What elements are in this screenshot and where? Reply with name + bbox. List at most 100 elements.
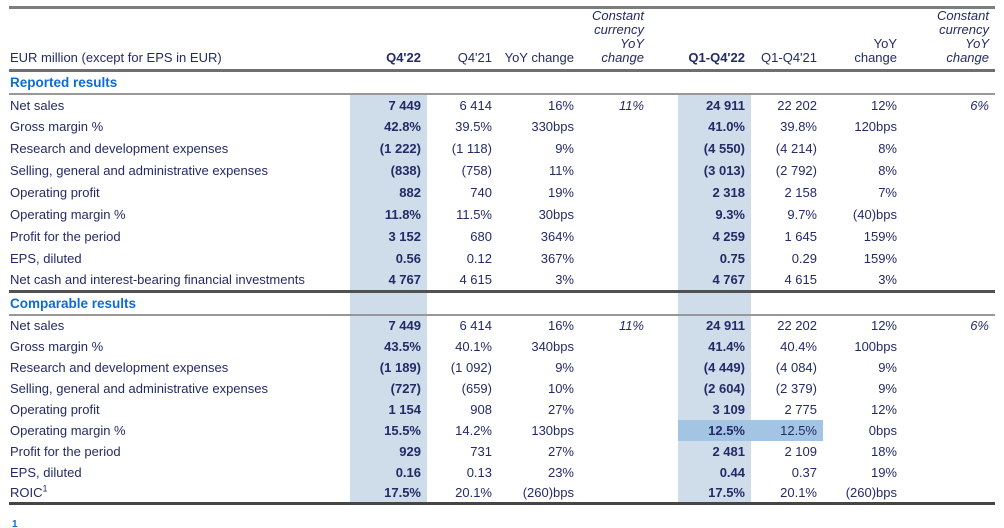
cell-cc-yoy-change-fy-spacer: [903, 70, 995, 95]
cell-q1-q4-22: (4 449): [678, 356, 751, 378]
row-label: EPS, diluted: [10, 464, 82, 480]
cell-yoy-change-spacer: [498, 291, 580, 316]
cell-gap: [650, 248, 678, 270]
section-header-row: Reported results: [9, 70, 995, 95]
cell-q4-22: 929: [350, 440, 427, 462]
cell-q1-q4-22: 2 318: [678, 181, 751, 204]
cell-q1-q4-22: 24 911: [678, 314, 751, 336]
cell-gap-spacer: [650, 70, 678, 95]
cell-cc-yoy-change-fy: 6%: [970, 97, 989, 113]
cell-q4-22: (1 189): [350, 356, 427, 378]
cell-yoy-change: 27%: [547, 443, 574, 459]
cell-q4-22: 3 152: [350, 225, 427, 248]
cell-q1-q4-21: (4 084): [775, 359, 817, 375]
cell-cc-yoy-change-fy: [903, 204, 995, 226]
row-label-cell: Gross margin %: [9, 116, 350, 138]
cell-cc-yoy-change: [580, 357, 650, 378]
cell-q4-22: 11.8%: [350, 203, 427, 226]
cell-q1-q4-22: 0.44: [678, 461, 751, 483]
cell-yoy-change: 364%: [540, 229, 574, 244]
cell-yoy-change-fy: (40)bps: [852, 207, 897, 222]
cell-yoy-change: 9%: [555, 359, 574, 375]
cell-gap: [650, 399, 678, 420]
cell-q4-22: 0.56: [350, 247, 427, 270]
cell-gap: [650, 160, 678, 182]
row-label-cell: Profit for the period: [9, 441, 350, 462]
cell-q1-q4-22: 3 109: [678, 398, 751, 420]
cell-q4-21: (758): [461, 163, 492, 178]
cell-q1-q4-21: 39.8%: [780, 119, 817, 134]
cell-cc-yoy-change: 11%: [618, 97, 644, 113]
cell-q1-q4-21: 4 615: [751, 269, 823, 293]
row-label: Net sales: [10, 318, 65, 333]
cell-cc-yoy-change: [580, 138, 650, 160]
table-row: ROIC1 17.5% 20.1% (260)bps 17.5% 20.1% (260)bp…: [9, 482, 995, 505]
row-label: Selling, general and administrative expe…: [10, 380, 268, 396]
cell-yoy-change-fy: 8%: [878, 141, 897, 156]
cell-gap: [650, 116, 678, 138]
table-row: Selling, general and administrative expe…: [9, 377, 995, 399]
cell-cc-yoy-change-fy: [903, 441, 995, 462]
cell-yoy-change-fy: 12%: [870, 97, 897, 113]
cell-q4-21: 4 615: [427, 269, 498, 293]
financial-results-table: EUR million (except for EPS in EUR) Q4'2…: [9, 9, 995, 505]
cell-yoy-change: 16%: [547, 318, 574, 333]
cell-yoy-change-fy: 12%: [870, 401, 897, 417]
cell-yoy-change-fy: 100bps: [854, 338, 897, 354]
table-header-row: EUR million (except for EPS in EUR) Q4'2…: [9, 9, 995, 72]
cell-yoy-change: 330bps: [531, 119, 574, 134]
row-label: Operating profit: [10, 401, 100, 417]
cell-yoy-change-spacer: [498, 70, 580, 95]
cell-q4-22: 43.5%: [350, 335, 427, 357]
row-label-cell: Selling, general and administrative expe…: [9, 160, 350, 182]
row-label-cell: Net sales: [9, 315, 350, 336]
cell-cc-yoy-change-fy: [903, 462, 995, 483]
cell-yoy-change: 11%: [548, 163, 574, 178]
cell-cc-yoy-change-fy: [903, 269, 995, 293]
header-q4-21: Q4'21: [427, 9, 498, 72]
cell-yoy-change: 3%: [498, 269, 580, 293]
cell-q4-21: 731: [470, 443, 492, 459]
section-title: Reported results: [9, 70, 350, 95]
financial-results-page: EUR million (except for EPS in EUR) Q4'2…: [0, 6, 1004, 528]
cell-yoy-change-fy: 18%: [870, 443, 897, 459]
cell-cc-yoy-change-spacer: [580, 291, 650, 316]
cell-cc-yoy-change: [580, 378, 650, 399]
table-row: Operating profit 882 740 19% 2 318 2 158 7%: [9, 181, 995, 204]
cell-q4-21: 6 414: [459, 318, 492, 333]
cell-cc-yoy-change-fy: [903, 378, 995, 399]
table-row: Gross margin % 42.8% 39.5% 330bps 41.0% 39.8%…: [9, 115, 995, 138]
cell-gap: [650, 204, 678, 226]
cell-q4-21-spacer: [427, 70, 498, 95]
table-row: Net sales 7 449 6 414 16% 11% 24 911 22 202 12%…: [9, 314, 995, 336]
cell-yoy-change: 30bps: [538, 207, 574, 222]
cell-q4-21: 0.12: [466, 251, 492, 266]
cell-q1-q4-22: 17.5%: [678, 482, 751, 505]
cell-q1-q4-21: (2 792): [775, 163, 817, 178]
row-label: Operating margin %: [10, 422, 126, 438]
cell-q4-21: 39.5%: [455, 119, 492, 134]
cell-gap: [650, 420, 678, 441]
row-label-cell: EPS, diluted: [9, 462, 350, 483]
cell-q4-22: (1 222): [350, 137, 427, 160]
cell-q1-q4-21: 0.37: [791, 464, 817, 480]
cell-gap: [650, 336, 678, 357]
cell-q4-22: 1 154: [350, 398, 427, 420]
cell-q1-q4-22: (4 550): [678, 137, 751, 160]
cell-q1-q4-22: 9.3%: [678, 203, 751, 226]
cell-q1-q4-21: 2 158: [784, 185, 817, 200]
cell-q1-q4-21: 1 645: [784, 229, 817, 244]
row-label: Gross margin %: [10, 119, 104, 134]
cell-yoy-change-fy: 8%: [878, 163, 897, 178]
table-row: EPS, diluted 0.56 0.12 367% 0.75 0.29 159%: [9, 247, 995, 270]
cell-yoy-change: 16%: [547, 97, 574, 113]
table-top-rule: [9, 6, 995, 9]
cell-cc-yoy-change: 11%: [618, 318, 644, 333]
cell-q1-q4-21: 9.7%: [787, 207, 817, 222]
row-label-cell: Research and development expenses: [9, 357, 350, 378]
footnote-reference: 1: [42, 483, 48, 494]
cell-cc-yoy-change-fy: [903, 248, 995, 270]
cell-q4-22: 0.16: [350, 461, 427, 483]
cell-q4-22: (838): [350, 159, 427, 182]
cell-cc-yoy-change: [580, 399, 650, 420]
